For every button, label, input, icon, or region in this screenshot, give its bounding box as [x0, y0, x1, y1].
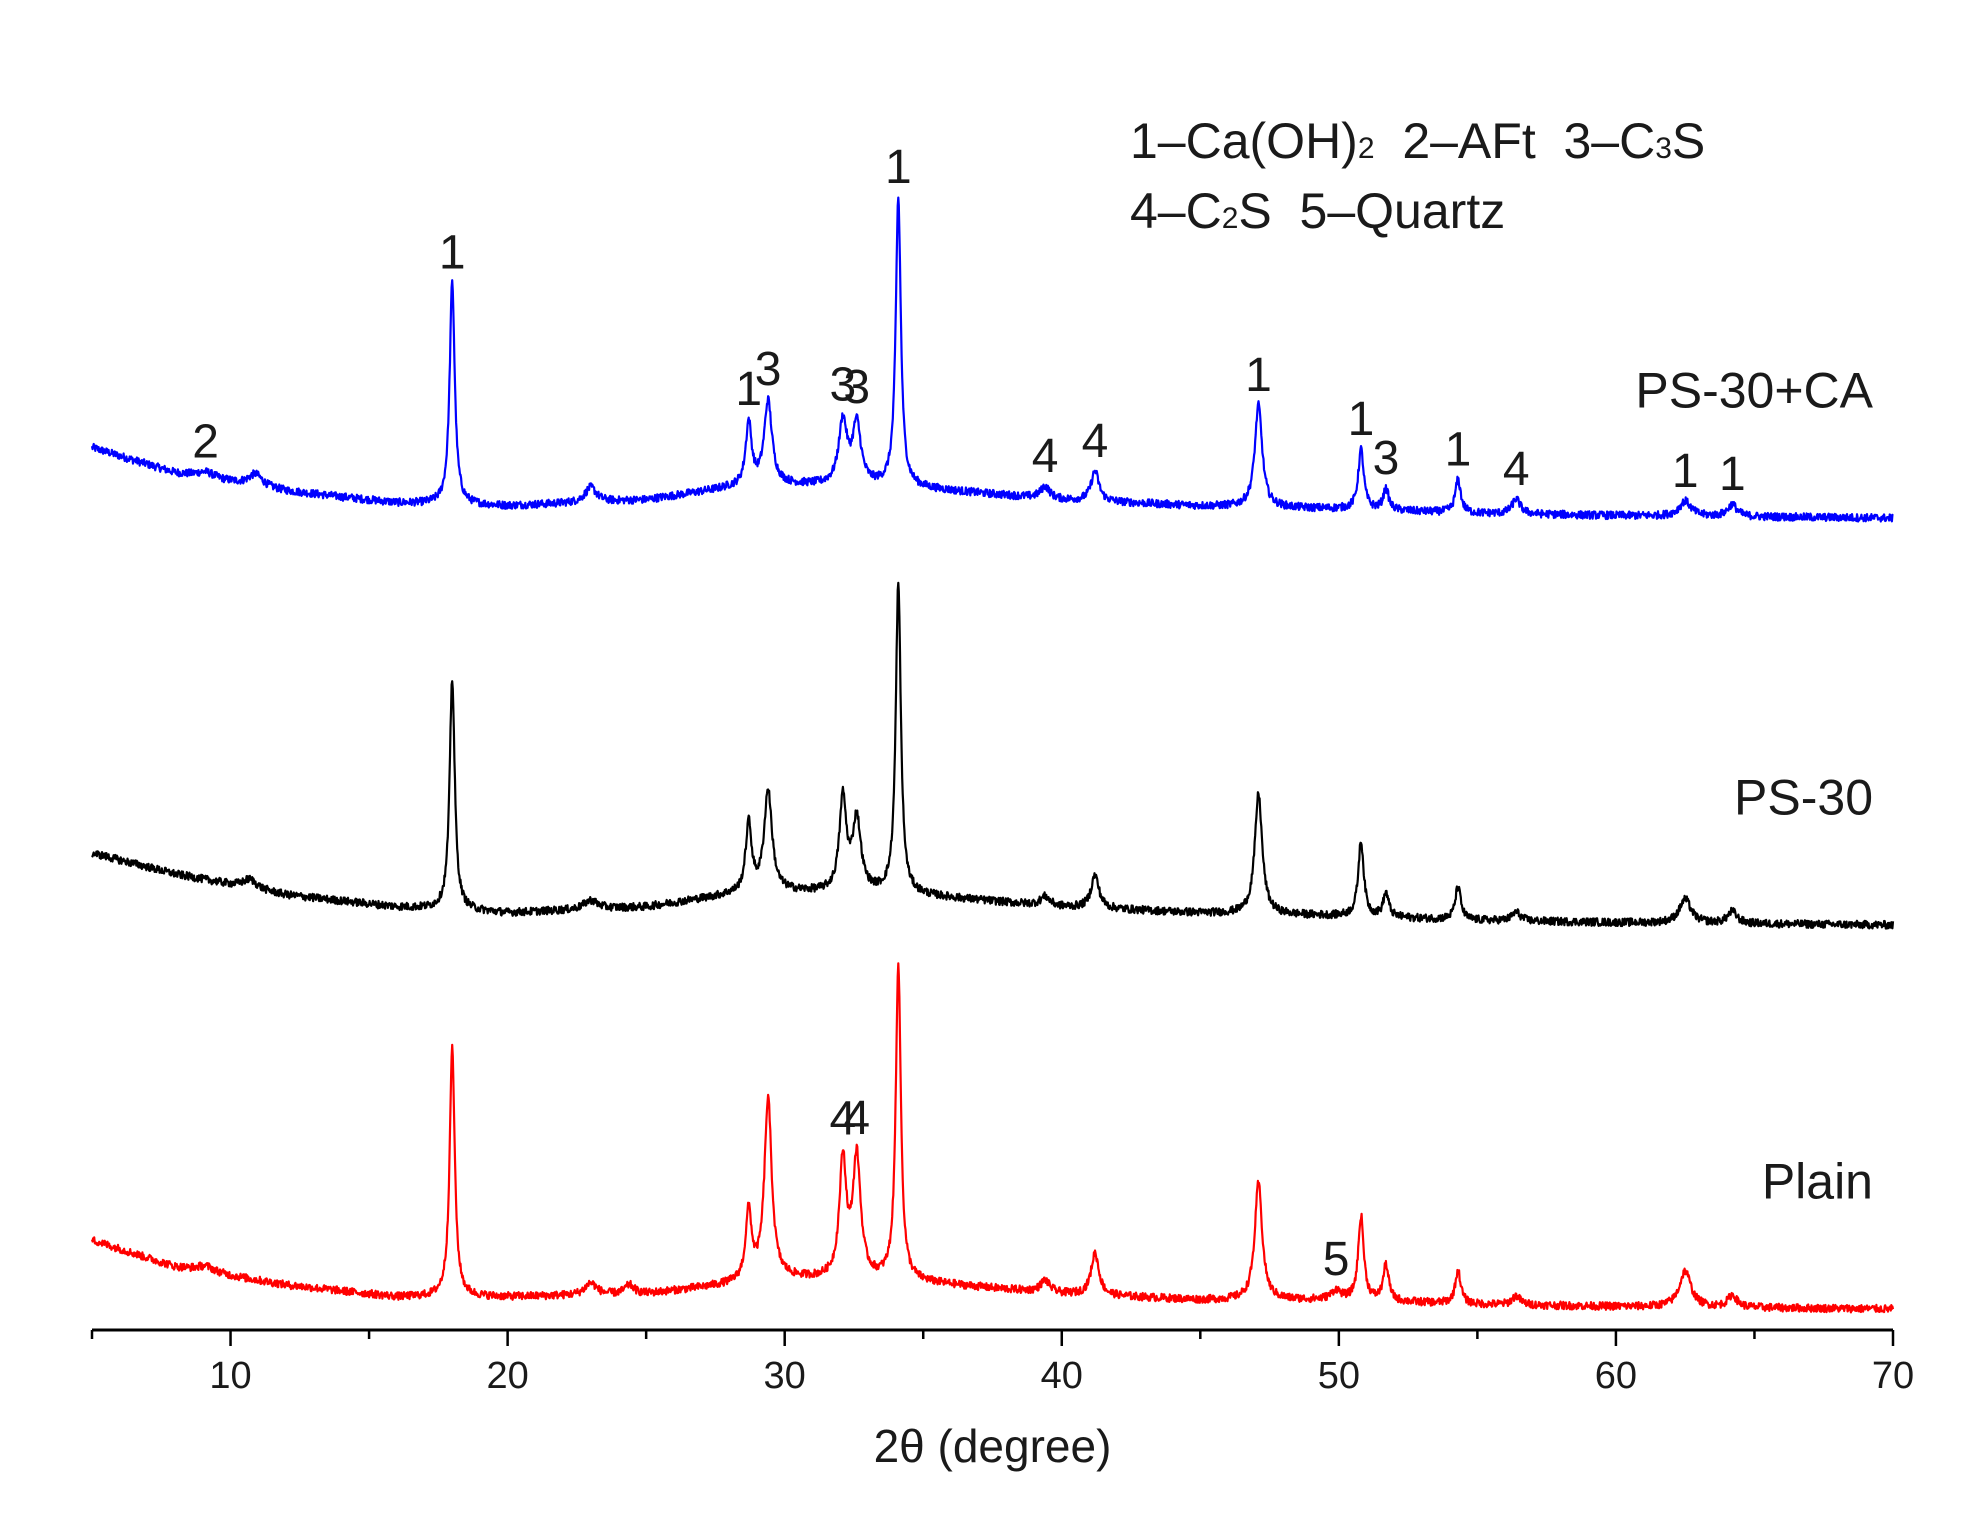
- x-axis-title: 2θ (degree): [874, 1420, 1112, 1472]
- series-group: [90, 196, 1895, 1314]
- x-axis: 10 20 30 40 50 60 70: [90, 1328, 1914, 1397]
- x-ticks: 10 20 30 40 50 60 70: [90, 1330, 1914, 1397]
- peak-label-16: 1: [1719, 448, 1746, 501]
- legend-line-1-part-4: 3: [1655, 132, 1672, 165]
- series-line-2: [91, 581, 1895, 930]
- peak-label-7: 1: [885, 141, 912, 194]
- tick-label-60: 60: [1595, 1355, 1637, 1397]
- legend-line-1-part-3: 2–AFt 3–C: [1375, 113, 1656, 169]
- legend-line-1-part-2: 2: [1358, 132, 1375, 165]
- peak-label-3: 1: [735, 363, 762, 416]
- series-label-3: Plain: [1762, 1154, 1873, 1210]
- tick-label-70: 70: [1872, 1355, 1914, 1397]
- series-labels: PS-30+CA PS-30 Plain: [1635, 363, 1873, 1210]
- legend-line-2: 4–C2S 5–Quartz: [1130, 183, 1505, 239]
- tick-label-40: 40: [1041, 1355, 1083, 1397]
- legend-line-2-part-2: 2: [1222, 202, 1239, 235]
- legend-line-2-part-3: S 5–Quartz: [1238, 183, 1505, 239]
- legend-line-1-part-1: 1–Ca(OH): [1130, 113, 1358, 169]
- peak-label-15: 1: [1672, 445, 1699, 498]
- series-line-3: [90, 962, 1895, 1314]
- peak-label-9: 4: [1082, 415, 1109, 468]
- peak-label-12: 3: [1373, 432, 1400, 485]
- series-label-1: PS-30+CA: [1635, 363, 1873, 419]
- peak-label-11: 1: [1348, 393, 1375, 446]
- peak-label-17: 4: [830, 1093, 857, 1146]
- peak-label-2: 1: [439, 226, 466, 279]
- tick-label-10: 10: [209, 1355, 251, 1397]
- peak-label-10: 1: [1245, 349, 1272, 402]
- peak-label-6: 3: [843, 361, 870, 414]
- peak-label-18: 4: [843, 1092, 870, 1145]
- peak-label-13: 1: [1445, 424, 1472, 477]
- tick-label-50: 50: [1318, 1355, 1360, 1397]
- legend-line-1-part-5: S: [1672, 113, 1705, 169]
- peak-label-5: 3: [830, 359, 857, 412]
- peak-label-8: 4: [1032, 430, 1059, 483]
- peak-label-14: 4: [1503, 443, 1530, 496]
- peak-label-4: 3: [755, 343, 782, 396]
- legend-line-1: 1–Ca(OH)2 2–AFt 3–C3S: [1130, 113, 1705, 169]
- legend-line-2-part-1: 4–C: [1130, 183, 1222, 239]
- peak-label-1: 2: [192, 416, 219, 469]
- series-line-1: [90, 196, 1894, 523]
- tick-label-30: 30: [764, 1355, 806, 1397]
- series-label-2: PS-30: [1734, 770, 1873, 826]
- peak-label-19: 5: [1323, 1233, 1350, 1286]
- tick-label-20: 20: [486, 1355, 528, 1397]
